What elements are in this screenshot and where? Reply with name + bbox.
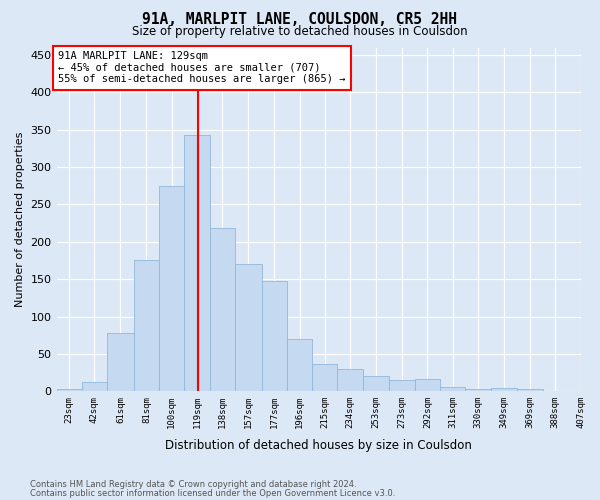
Bar: [312, 364, 337, 392]
Bar: [389, 380, 415, 392]
Bar: [235, 264, 262, 392]
Bar: [107, 333, 134, 392]
Bar: [134, 260, 159, 392]
Text: Contains public sector information licensed under the Open Government Licence v3: Contains public sector information licen…: [30, 488, 395, 498]
X-axis label: Distribution of detached houses by size in Coulsdon: Distribution of detached houses by size …: [165, 440, 472, 452]
Text: 91A, MARLPIT LANE, COULSDON, CR5 2HH: 91A, MARLPIT LANE, COULSDON, CR5 2HH: [143, 12, 458, 28]
Bar: [209, 228, 235, 392]
Bar: [415, 378, 440, 392]
Bar: [337, 369, 363, 392]
Bar: [56, 389, 82, 392]
Text: Contains HM Land Registry data © Crown copyright and database right 2024.: Contains HM Land Registry data © Crown c…: [30, 480, 356, 489]
Text: 91A MARLPIT LANE: 129sqm
← 45% of detached houses are smaller (707)
55% of semi-: 91A MARLPIT LANE: 129sqm ← 45% of detach…: [58, 51, 346, 84]
Bar: [466, 389, 491, 392]
Bar: [287, 339, 312, 392]
Bar: [184, 135, 209, 392]
Bar: [262, 280, 287, 392]
Bar: [517, 389, 542, 392]
Bar: [491, 388, 517, 392]
Y-axis label: Number of detached properties: Number of detached properties: [15, 132, 25, 307]
Bar: [363, 376, 389, 392]
Bar: [159, 186, 184, 392]
Text: Size of property relative to detached houses in Coulsdon: Size of property relative to detached ho…: [132, 25, 468, 38]
Bar: [440, 387, 466, 392]
Bar: [82, 382, 107, 392]
